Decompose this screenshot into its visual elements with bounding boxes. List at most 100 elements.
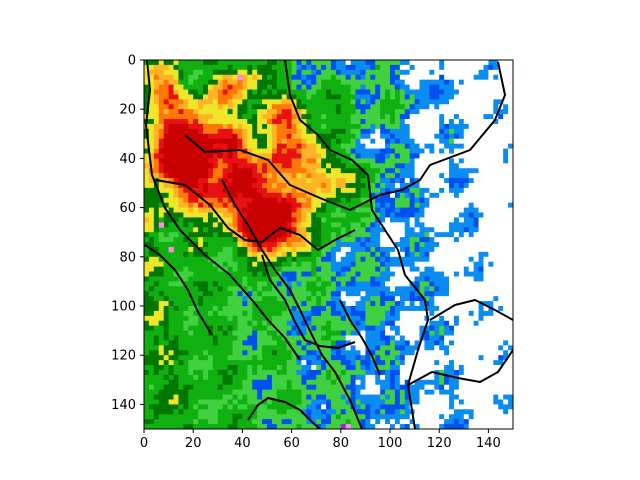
- heatmap-cell: [163, 74, 169, 81]
- heatmap-cell: [203, 237, 209, 243]
- heatmap-cell: [458, 79, 465, 85]
- heatmap-cell: [360, 64, 366, 71]
- heatmap-cell: [394, 365, 401, 371]
- heatmap-cell: [434, 158, 440, 164]
- heatmap-cell: [419, 291, 425, 297]
- heatmap-cell: [232, 163, 238, 169]
- heatmap-cell: [276, 355, 283, 361]
- heatmap-cell: [257, 350, 263, 356]
- heatmap-cell: [242, 153, 248, 159]
- heatmap-cell: [404, 212, 411, 218]
- heatmap-cell: [158, 133, 165, 140]
- heatmap-cell: [453, 296, 460, 302]
- heatmap-cell: [306, 133, 312, 140]
- heatmap-cell: [291, 84, 297, 90]
- heatmap-cell: [242, 60, 248, 66]
- heatmap-cell: [404, 232, 411, 238]
- heatmap-cell: [365, 360, 371, 366]
- heatmap-cell: [316, 192, 322, 199]
- heatmap-cell: [458, 217, 465, 223]
- heatmap-cell: [326, 246, 332, 253]
- heatmap-cell: [212, 183, 219, 189]
- heatmap-cell: [493, 276, 499, 282]
- heatmap-cell: [227, 94, 233, 100]
- heatmap-cell: [468, 153, 475, 159]
- heatmap-cell: [453, 379, 460, 386]
- heatmap-cell: [271, 74, 278, 81]
- heatmap-cell: [498, 64, 504, 71]
- heatmap-cell: [340, 256, 347, 263]
- heatmap-cell: [207, 310, 214, 317]
- heatmap-cell: [444, 89, 450, 95]
- heatmap-cell: [168, 187, 174, 194]
- heatmap-cell: [276, 325, 283, 331]
- heatmap-cell: [173, 379, 179, 386]
- heatmap-cell: [158, 99, 165, 105]
- heatmap-cell: [439, 340, 445, 346]
- heatmap-cell: [296, 69, 302, 76]
- heatmap-cell: [301, 276, 307, 282]
- heatmap-cell: [394, 217, 401, 223]
- heatmap-cell: [252, 315, 258, 322]
- heatmap-cell: [198, 69, 204, 76]
- heatmap-cell: [158, 335, 165, 341]
- heatmap-cell: [168, 222, 174, 228]
- heatmap-cell: [252, 217, 258, 223]
- heatmap-cell: [424, 330, 430, 336]
- heatmap-cell: [271, 84, 278, 90]
- heatmap-cell: [153, 143, 160, 149]
- heatmap-cell: [271, 281, 278, 287]
- heatmap-cell: [163, 89, 169, 95]
- heatmap-cell: [355, 291, 361, 297]
- heatmap-cell: [375, 296, 381, 302]
- heatmap-cell: [237, 119, 243, 125]
- heatmap-cell: [257, 217, 263, 223]
- heatmap-cell: [247, 320, 253, 327]
- heatmap-cell: [276, 286, 283, 292]
- heatmap-cell: [419, 187, 425, 194]
- heatmap-cell: [153, 242, 160, 248]
- heatmap-cell: [483, 79, 489, 85]
- heatmap-cell: [478, 79, 484, 85]
- heatmap-cell: [212, 286, 219, 292]
- heatmap-cell: [281, 84, 288, 90]
- heatmap-cell: [375, 246, 381, 253]
- heatmap-cell: [188, 261, 194, 268]
- heatmap-cell: [247, 281, 253, 287]
- heatmap-cell: [385, 128, 391, 135]
- heatmap-cell: [424, 128, 430, 135]
- heatmap-cell: [409, 232, 415, 238]
- heatmap-cell: [419, 246, 425, 253]
- heatmap-cell: [473, 207, 479, 213]
- heatmap-cell: [173, 246, 179, 253]
- heatmap-cell: [419, 251, 425, 258]
- heatmap-cell: [203, 256, 209, 263]
- heatmap-cell: [222, 355, 229, 361]
- heatmap-cell: [444, 158, 450, 164]
- heatmap-cell: [237, 345, 243, 351]
- heatmap-cell: [207, 217, 214, 223]
- heatmap-cell: [276, 133, 283, 140]
- heatmap-cell: [419, 340, 425, 346]
- heatmap-cell: [281, 237, 288, 243]
- heatmap-cell: [458, 360, 465, 366]
- heatmap-cell: [163, 369, 169, 376]
- heatmap-cell: [247, 261, 253, 268]
- heatmap-cell: [227, 128, 233, 135]
- heatmap-cell: [271, 379, 278, 386]
- heatmap-cell: [473, 355, 479, 361]
- heatmap-cell: [237, 202, 243, 208]
- heatmap-cell: [493, 99, 499, 105]
- heatmap-cell: [301, 109, 307, 115]
- heatmap-cell: [380, 163, 386, 169]
- heatmap-cell: [271, 227, 278, 233]
- heatmap-cell: [168, 158, 174, 164]
- heatmap-cell: [503, 89, 509, 95]
- heatmap-cell: [222, 143, 229, 149]
- heatmap-cell: [488, 158, 494, 164]
- heatmap-cell: [217, 119, 224, 125]
- heatmap-cell: [463, 84, 470, 90]
- heatmap-cell: [414, 212, 420, 218]
- heatmap-cell: [330, 183, 337, 189]
- heatmap-cell: [252, 261, 258, 268]
